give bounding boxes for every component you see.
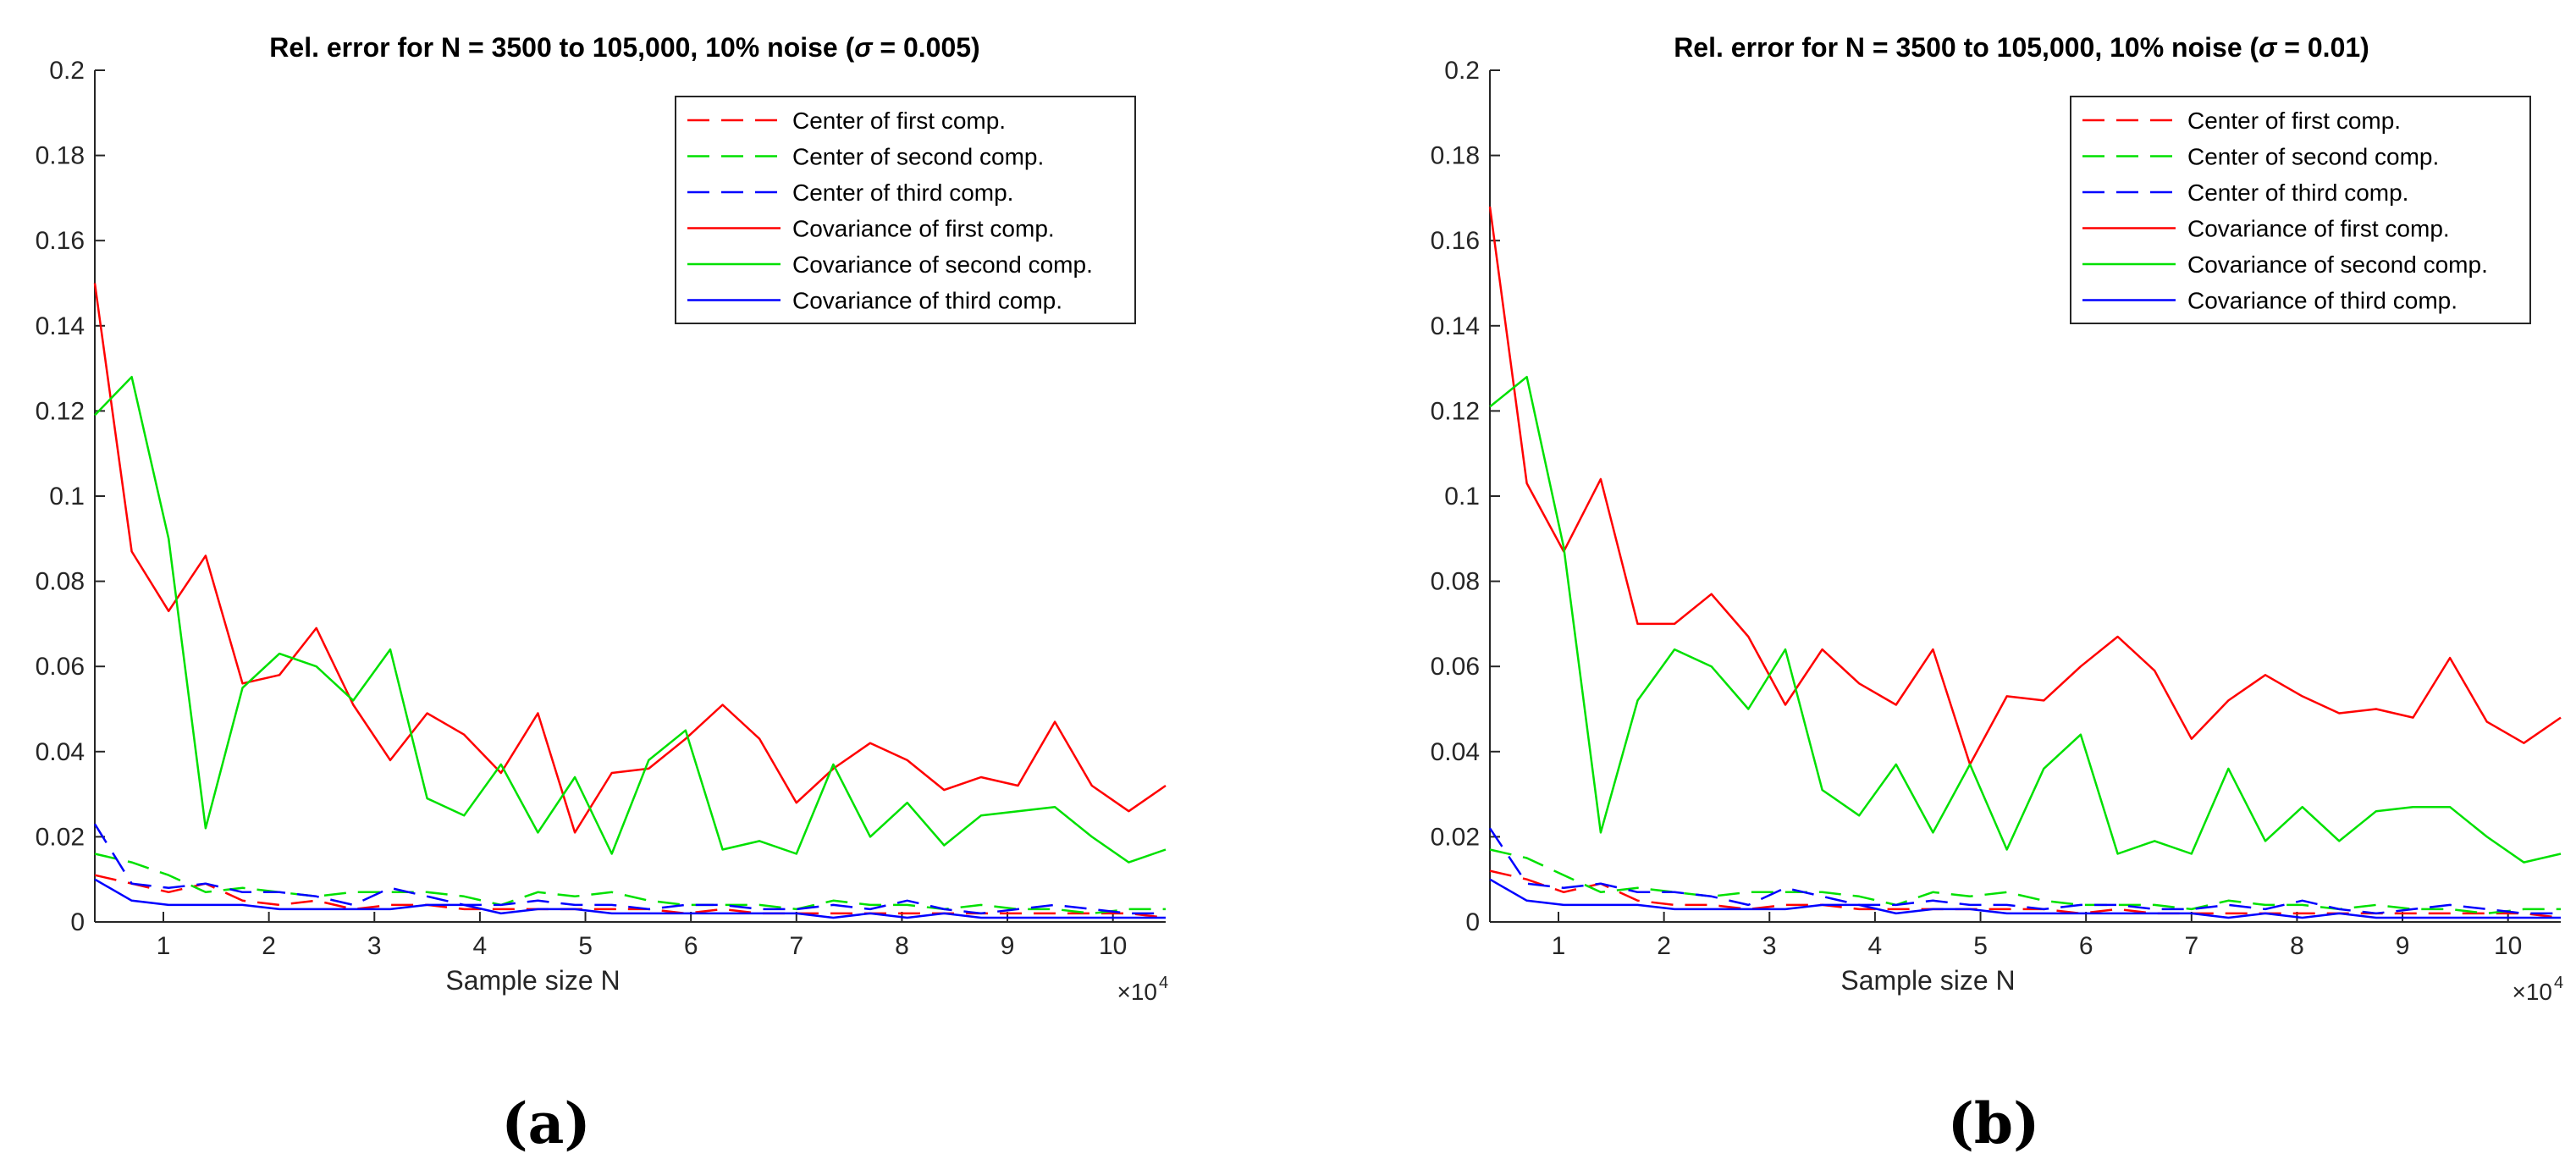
panel-label: (a)	[501, 1090, 590, 1156]
x-multiplier-base: ×10	[1117, 979, 1158, 1005]
legend-label: Covariance of third comp.	[2187, 288, 2457, 314]
x-axis-label: Sample size N	[1840, 965, 2015, 996]
y-tick-label: 0.06	[36, 653, 85, 681]
y-tick-label: 0.02	[36, 823, 85, 851]
x-tick-label: 2	[1657, 932, 1671, 960]
y-tick-label: 0.18	[36, 142, 85, 170]
legend: Center of first comp. Center of second co…	[675, 96, 1136, 324]
x-multiplier-exponent: 4	[1159, 974, 1168, 992]
x-tick-label: 3	[367, 932, 382, 960]
series-line-2	[1489, 848, 2561, 915]
y-tick-label: 0	[1465, 908, 1480, 936]
series-line-4	[1488, 206, 2562, 766]
series-line-3	[1488, 827, 2561, 915]
y-tick-label: 0.1	[1444, 483, 1480, 510]
series-line-5	[1489, 375, 2562, 864]
x-tick-label: 10	[2494, 932, 2522, 960]
x-tick-label: 5	[1973, 932, 1988, 960]
title-sigma: σ	[854, 32, 874, 63]
x-tick-label: 8	[895, 932, 909, 960]
legend-label: Covariance of second comp.	[2187, 251, 2488, 278]
series-line-6	[1489, 878, 2561, 919]
title-sigma: σ	[2259, 32, 2278, 63]
x-multiplier-exponent: 4	[2554, 974, 2563, 992]
y-tick-label: 0.2	[1444, 57, 1480, 85]
title-prefix: Rel. error for N = 3500 to 105,000, 10% …	[269, 32, 854, 63]
title-prefix: Rel. error for N = 3500 to 105,000, 10% …	[1674, 32, 2259, 63]
legend-label: Covariance of first comp.	[792, 216, 1055, 242]
legend-label: Center of first comp.	[792, 108, 1006, 134]
y-tick-label: 0.14	[1431, 312, 1480, 340]
y-tick-label: 0.04	[36, 738, 85, 766]
x-tick-label: 7	[789, 932, 803, 960]
legend-label: Covariance of third comp.	[792, 288, 1062, 314]
x-tick-label: 2	[262, 932, 276, 960]
x-tick-label: 8	[2290, 932, 2304, 960]
panel-a: Rel. error for N = 3500 to 105,000, 10% …	[36, 32, 1169, 1156]
x-tick-label: 7	[2184, 932, 2198, 960]
x-tick-label: 4	[1868, 932, 1883, 960]
x-tick-label: 5	[578, 932, 593, 960]
y-tick-label: 0.16	[1431, 227, 1480, 255]
legend-label: Covariance of second comp.	[792, 251, 1093, 278]
x-tick-label: 1	[157, 932, 171, 960]
title-suffix: = 0.005)	[873, 32, 980, 63]
y-tick-label: 0.12	[1431, 397, 1480, 425]
y-tick-label: 0.08	[36, 568, 85, 596]
y-tick-label: 0.02	[1431, 823, 1480, 851]
x-tick-label: 4	[473, 932, 488, 960]
legend-box	[675, 96, 1136, 324]
x-tick-label: 6	[684, 932, 698, 960]
y-tick-label: 0.04	[1431, 738, 1480, 766]
y-tick-label: 0.12	[36, 397, 85, 425]
chart-title: Rel. error for N = 3500 to 105,000, 10% …	[1674, 32, 2369, 63]
panel-b: Rel. error for N = 3500 to 105,000, 10% …	[1431, 32, 2564, 1156]
y-tick-label: 0.1	[49, 483, 85, 510]
chart-title: Rel. error for N = 3500 to 105,000, 10% …	[269, 32, 979, 63]
y-tick-label: 0.18	[1431, 142, 1480, 170]
y-tick-label: 0	[70, 908, 85, 936]
title-suffix: = 0.01)	[2276, 32, 2369, 63]
x-tick-label: 9	[2396, 932, 2410, 960]
legend-label: Center of third comp.	[792, 179, 1013, 206]
legend-label: Center of third comp.	[2187, 179, 2408, 206]
x-multiplier-base: ×10	[2513, 979, 2553, 1005]
series-line-3	[93, 823, 1166, 915]
series-line-1	[94, 874, 1167, 919]
x-tick-label: 9	[1001, 932, 1015, 960]
y-tick-label: 0.06	[1431, 653, 1480, 681]
x-tick-label: 3	[1762, 932, 1777, 960]
legend-label: Covariance of first comp.	[2187, 216, 2450, 242]
series-line-5	[94, 375, 1167, 864]
legend-label: Center of second comp.	[2187, 144, 2439, 170]
panel-label: (b)	[1948, 1090, 2040, 1156]
series-line-2	[94, 853, 1166, 915]
x-axis-label: Sample size N	[445, 965, 620, 996]
legend-label: Center of second comp.	[792, 144, 1044, 170]
legend: Center of first comp. Center of second co…	[2070, 96, 2531, 324]
legend-label: Center of first comp.	[2187, 108, 2401, 134]
y-tick-label: 0.14	[36, 312, 85, 340]
x-tick-label: 10	[1099, 932, 1127, 960]
y-tick-label: 0.08	[1431, 568, 1480, 596]
series-line-6	[94, 878, 1166, 919]
y-tick-label: 0.2	[49, 57, 85, 85]
legend-box	[2070, 96, 2531, 324]
x-tick-label: 6	[2079, 932, 2093, 960]
y-tick-label: 0.16	[36, 227, 85, 255]
series-line-4	[93, 283, 1167, 834]
x-tick-label: 1	[1552, 932, 1566, 960]
